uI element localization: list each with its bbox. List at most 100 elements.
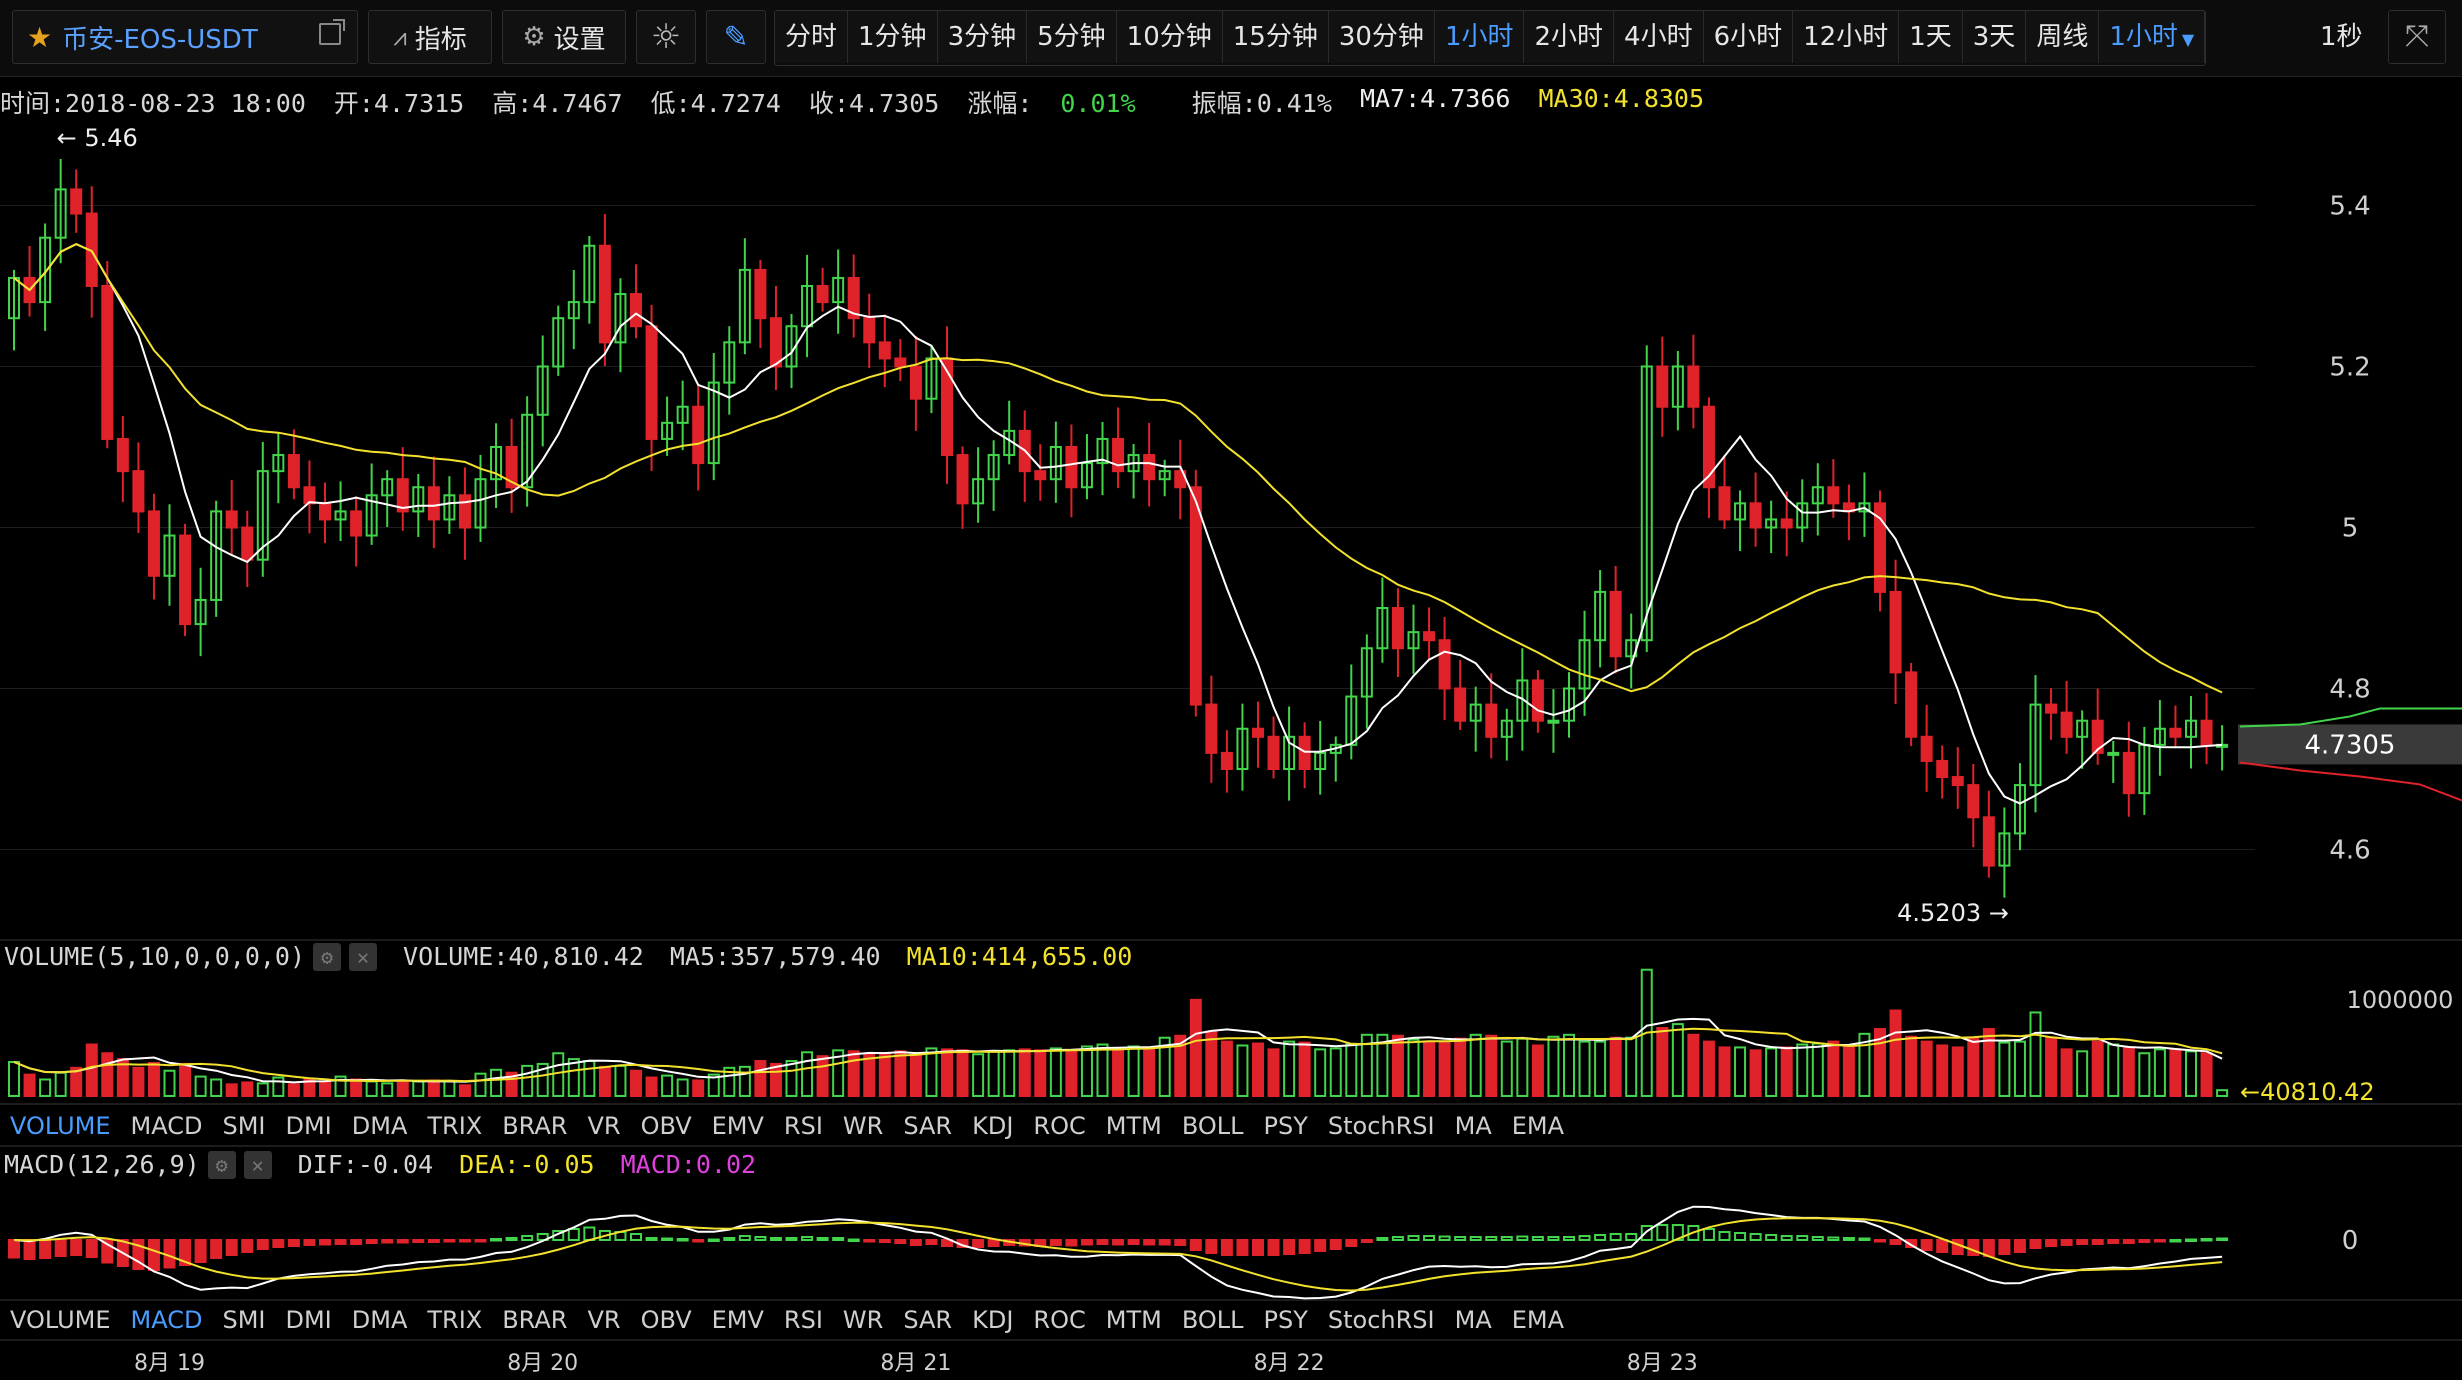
interval-tab-4[interactable]: 10分钟 bbox=[1116, 11, 1223, 63]
indicator-tab-kdj[interactable]: KDJ bbox=[972, 1112, 1014, 1140]
volume-bar bbox=[894, 1050, 907, 1098]
volume-bar bbox=[598, 1065, 611, 1098]
interval-tab-6[interactable]: 30分钟 bbox=[1328, 11, 1435, 63]
interval-tab-14[interactable]: 周线 bbox=[2026, 11, 2100, 63]
indicator-tab-brar[interactable]: BRAR bbox=[502, 1112, 568, 1140]
interval-tab-9[interactable]: 4小时 bbox=[1614, 11, 1704, 63]
indicator-tab-wr[interactable]: WR bbox=[842, 1112, 884, 1140]
indicator-tab-smi[interactable]: SMI bbox=[222, 1306, 266, 1334]
candle-body bbox=[738, 268, 751, 344]
indicator-tab-smi[interactable]: SMI bbox=[222, 1112, 266, 1140]
indicator-tab-kdj[interactable]: KDJ bbox=[972, 1306, 1014, 1334]
interval-tab-2[interactable]: 3分钟 bbox=[937, 11, 1028, 63]
indicator-tab-dmi[interactable]: DMI bbox=[285, 1306, 332, 1334]
indicator-tab-boll[interactable]: BOLL bbox=[1181, 1112, 1244, 1140]
interval-tab-7[interactable]: 1小时 bbox=[1434, 11, 1525, 63]
info-high: 高:4.7467 bbox=[492, 89, 623, 118]
volume-bar bbox=[816, 1055, 829, 1097]
interval-tab-12[interactable]: 1天 bbox=[1899, 11, 1963, 63]
macd-histogram-bar bbox=[1438, 1235, 1451, 1241]
volume-bar bbox=[956, 1049, 969, 1098]
indicator-tab-vr[interactable]: VR bbox=[587, 1306, 621, 1334]
indicator-tab-volume[interactable]: VOLUME bbox=[10, 1306, 111, 1334]
star-icon[interactable]: ★ bbox=[27, 20, 53, 54]
candle-body bbox=[1438, 639, 1451, 690]
indicator-tab-macd[interactable]: MACD bbox=[130, 1112, 203, 1140]
interval-tab-3[interactable]: 5分钟 bbox=[1027, 11, 1117, 63]
indicator-tab-ema[interactable]: EMA bbox=[1511, 1112, 1565, 1140]
indicator-tab-rsi[interactable]: RSI bbox=[783, 1112, 823, 1140]
gear-icon[interactable]: ⚙ bbox=[207, 1150, 236, 1179]
indicators-button[interactable]: ⩘ 指标 bbox=[368, 10, 492, 64]
indicator-tab-roc[interactable]: ROC bbox=[1033, 1112, 1086, 1140]
interval-tab-1[interactable]: 1分钟 bbox=[848, 11, 938, 63]
indicator-tab-emv[interactable]: EMV bbox=[711, 1112, 764, 1140]
candle-body bbox=[396, 478, 409, 513]
indicator-tab-sar[interactable]: SAR bbox=[903, 1306, 953, 1334]
volume-bar bbox=[1827, 1040, 1840, 1097]
indicator-tab-ema[interactable]: EMA bbox=[1511, 1306, 1565, 1334]
indicator-tab-dma[interactable]: DMA bbox=[351, 1112, 408, 1140]
indicator-tab-obv[interactable]: OBV bbox=[640, 1306, 692, 1334]
indicator-tab-mtm[interactable]: MTM bbox=[1105, 1112, 1162, 1140]
date-tick-label: 8月 20 bbox=[507, 1351, 578, 1376]
refresh-rate[interactable]: 1秒 bbox=[2320, 22, 2363, 52]
interval-tab-13[interactable]: 3天 bbox=[1962, 11, 2027, 63]
interval-tab-0[interactable]: 分时 bbox=[775, 11, 849, 63]
indicator-tab-wr[interactable]: WR bbox=[842, 1306, 884, 1334]
volume-bar bbox=[1174, 1034, 1187, 1098]
macd-histogram-bar bbox=[2091, 1239, 2104, 1245]
indicator-tab-macd[interactable]: MACD bbox=[130, 1306, 203, 1334]
indicator-tab-volume[interactable]: VOLUME bbox=[10, 1112, 111, 1140]
indicator-tab-trix[interactable]: TRIX bbox=[427, 1112, 483, 1140]
volume-bar bbox=[1796, 1043, 1809, 1097]
indicator-tab-sar[interactable]: SAR bbox=[903, 1112, 953, 1140]
gear-icon[interactable]: ⚙ bbox=[313, 942, 342, 971]
indicator-tab-vr[interactable]: VR bbox=[587, 1112, 621, 1140]
indicator-tab-ma[interactable]: MA bbox=[1454, 1112, 1492, 1140]
indicator-tab-ma[interactable]: MA bbox=[1454, 1306, 1492, 1334]
candle-body bbox=[1049, 446, 1062, 481]
popout-icon[interactable] bbox=[319, 19, 345, 45]
macd-histogram-bar bbox=[1594, 1234, 1607, 1241]
volume-bar bbox=[1329, 1047, 1342, 1098]
draw-tool-button[interactable]: ✎ bbox=[706, 10, 766, 64]
volume-bar bbox=[1034, 1049, 1047, 1098]
indicator-tab-brar[interactable]: BRAR bbox=[502, 1306, 568, 1334]
interval-tab-11[interactable]: 12小时 bbox=[1793, 11, 1900, 63]
indicator-tab-psy[interactable]: PSY bbox=[1263, 1306, 1308, 1334]
indicator-tab-boll[interactable]: BOLL bbox=[1181, 1306, 1244, 1334]
close-icon[interactable]: ✕ bbox=[349, 942, 378, 971]
volume-bar bbox=[754, 1060, 767, 1097]
volume-bar bbox=[1485, 1034, 1498, 1098]
indicator-tab-roc[interactable]: ROC bbox=[1033, 1306, 1086, 1334]
indicator-tab-dmi[interactable]: DMI bbox=[285, 1112, 332, 1140]
volume-bar bbox=[552, 1052, 565, 1098]
interval-dropdown[interactable]: 1小时 ▼ bbox=[2099, 11, 2206, 63]
interval-tab-8[interactable]: 2小时 bbox=[1524, 11, 1615, 63]
interval-tab-10[interactable]: 6小时 bbox=[1703, 11, 1794, 63]
indicator-tab-rsi[interactable]: RSI bbox=[783, 1306, 823, 1334]
candle-body bbox=[1096, 437, 1109, 465]
indicator-tab-dma[interactable]: DMA bbox=[351, 1306, 408, 1334]
candle-body bbox=[350, 510, 363, 537]
indicator-tab-stochrsi[interactable]: StochRSI bbox=[1327, 1112, 1435, 1140]
macd-title: MACD(12,26,9) bbox=[4, 1150, 200, 1179]
indicator-tab-mtm[interactable]: MTM bbox=[1105, 1306, 1162, 1334]
fullscreen-icon[interactable]: ⤧ bbox=[2388, 10, 2446, 64]
interval-tab-5[interactable]: 15分钟 bbox=[1222, 11, 1329, 63]
close-icon[interactable]: ✕ bbox=[243, 1150, 272, 1179]
theme-toggle-button[interactable]: ☼ bbox=[636, 10, 696, 64]
volume-bar bbox=[1687, 1033, 1700, 1098]
symbol-selector[interactable]: ★ 币安-EOS-USDT bbox=[12, 10, 358, 64]
indicator-tab-psy[interactable]: PSY bbox=[1263, 1112, 1308, 1140]
indicator-tab-emv[interactable]: EMV bbox=[711, 1306, 764, 1334]
indicator-tab-stochrsi[interactable]: StochRSI bbox=[1327, 1306, 1435, 1334]
settings-button[interactable]: ⚙ 设置 bbox=[502, 10, 626, 64]
indicator-tab-trix[interactable]: TRIX bbox=[427, 1306, 483, 1334]
macd-histogram-bar bbox=[39, 1239, 52, 1259]
volume-bar bbox=[987, 1050, 1000, 1098]
volume-bar bbox=[163, 1069, 176, 1097]
indicator-tab-obv[interactable]: OBV bbox=[640, 1112, 692, 1140]
